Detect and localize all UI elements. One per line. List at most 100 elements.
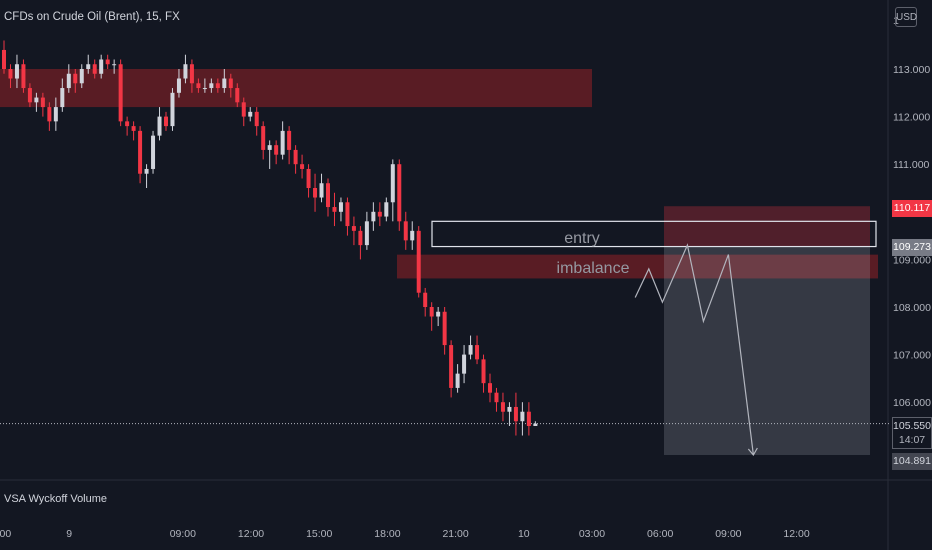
candle bbox=[215, 83, 220, 89]
candle bbox=[261, 126, 266, 150]
entry-label: entry bbox=[564, 230, 600, 247]
axis-top-label: 1 bbox=[893, 15, 899, 27]
candle bbox=[326, 183, 330, 208]
candle bbox=[267, 145, 272, 150]
candle bbox=[462, 354, 467, 374]
candle bbox=[300, 164, 305, 169]
candle bbox=[138, 130, 143, 174]
indicator-label[interactable]: VSA Wyckoff Volume bbox=[4, 493, 108, 505]
candle bbox=[358, 230, 363, 246]
candle bbox=[397, 164, 402, 222]
candle bbox=[40, 97, 45, 108]
y-tick-label: 107.000 bbox=[893, 350, 931, 362]
candle bbox=[384, 202, 389, 217]
candle bbox=[73, 73, 78, 84]
candle bbox=[157, 116, 162, 136]
candle bbox=[436, 311, 441, 317]
candle bbox=[416, 230, 421, 293]
candle bbox=[371, 211, 376, 222]
candle bbox=[319, 183, 324, 198]
stop-price-tag: 110.117 bbox=[892, 200, 932, 217]
candle bbox=[112, 64, 117, 66]
x-tick-label: 10 bbox=[518, 528, 530, 540]
candle bbox=[533, 423, 538, 426]
candle bbox=[254, 111, 259, 127]
candle bbox=[125, 121, 130, 127]
candle bbox=[176, 78, 181, 93]
candle bbox=[468, 345, 473, 355]
x-tick-label: 03:00 bbox=[579, 528, 605, 540]
candle bbox=[189, 64, 194, 84]
candle bbox=[235, 88, 240, 103]
y-tick-label: 108.000 bbox=[893, 302, 931, 314]
entry-price-tag: 109.273 bbox=[892, 239, 932, 256]
x-tick-label: 09:00 bbox=[715, 528, 741, 540]
candle bbox=[377, 211, 382, 217]
candle bbox=[390, 164, 395, 203]
candle bbox=[228, 78, 233, 89]
candle bbox=[196, 83, 201, 89]
candle bbox=[449, 345, 454, 388]
candle bbox=[410, 230, 415, 241]
candle bbox=[53, 107, 58, 122]
candle bbox=[351, 226, 356, 231]
candle bbox=[118, 64, 123, 122]
candle bbox=[241, 102, 246, 117]
candle bbox=[34, 97, 39, 103]
x-tick-label: 15:00 bbox=[306, 528, 332, 540]
candle bbox=[144, 168, 149, 174]
candle bbox=[27, 88, 32, 103]
candle bbox=[66, 73, 71, 89]
candle bbox=[429, 307, 434, 317]
y-tick-label: 109.000 bbox=[893, 254, 931, 266]
candle bbox=[287, 130, 292, 150]
candle bbox=[105, 59, 110, 65]
y-tick-label: 106.000 bbox=[893, 397, 931, 409]
candle bbox=[345, 202, 350, 227]
y-tick-label: 112.000 bbox=[893, 112, 930, 124]
position-stop-area bbox=[664, 206, 870, 247]
candle bbox=[507, 406, 512, 412]
candle bbox=[513, 406, 518, 422]
candle bbox=[2, 49, 6, 69]
candle bbox=[21, 64, 26, 89]
candle bbox=[86, 64, 91, 69]
candle bbox=[164, 116, 168, 127]
candle bbox=[274, 145, 279, 155]
imbalance-zone bbox=[397, 254, 878, 279]
candle bbox=[526, 411, 531, 426]
target-price-tag: 104.891 bbox=[892, 453, 932, 470]
candle bbox=[500, 402, 505, 412]
currency-button[interactable]: USD bbox=[895, 7, 917, 27]
candle bbox=[494, 392, 499, 403]
candle bbox=[8, 69, 13, 79]
candle bbox=[60, 88, 65, 108]
supply-zone bbox=[0, 69, 592, 108]
candle bbox=[92, 64, 97, 74]
imbalance-label: imbalance bbox=[557, 260, 630, 277]
x-tick-label: 1:00 bbox=[0, 528, 11, 540]
candle bbox=[183, 64, 188, 79]
x-tick-label: 06:00 bbox=[647, 528, 673, 540]
candle bbox=[403, 221, 408, 241]
candle bbox=[520, 411, 525, 422]
candle bbox=[364, 221, 369, 246]
countdown-tag: 14:07 bbox=[892, 433, 932, 449]
projection-path bbox=[634, 243, 754, 456]
x-tick-label: 12:00 bbox=[783, 528, 809, 540]
position-target-area bbox=[664, 246, 870, 455]
candle bbox=[442, 311, 447, 346]
candle bbox=[79, 69, 84, 84]
x-tick-label: 18:00 bbox=[374, 528, 400, 540]
candle bbox=[481, 359, 486, 384]
candle bbox=[151, 135, 156, 169]
candle bbox=[202, 88, 207, 90]
projection-arrowhead bbox=[747, 447, 758, 457]
y-tick-label: 111.000 bbox=[893, 159, 930, 171]
candle bbox=[423, 292, 428, 307]
candle bbox=[248, 111, 253, 117]
candle bbox=[488, 383, 492, 393]
candle bbox=[306, 168, 311, 188]
candle bbox=[131, 126, 136, 131]
